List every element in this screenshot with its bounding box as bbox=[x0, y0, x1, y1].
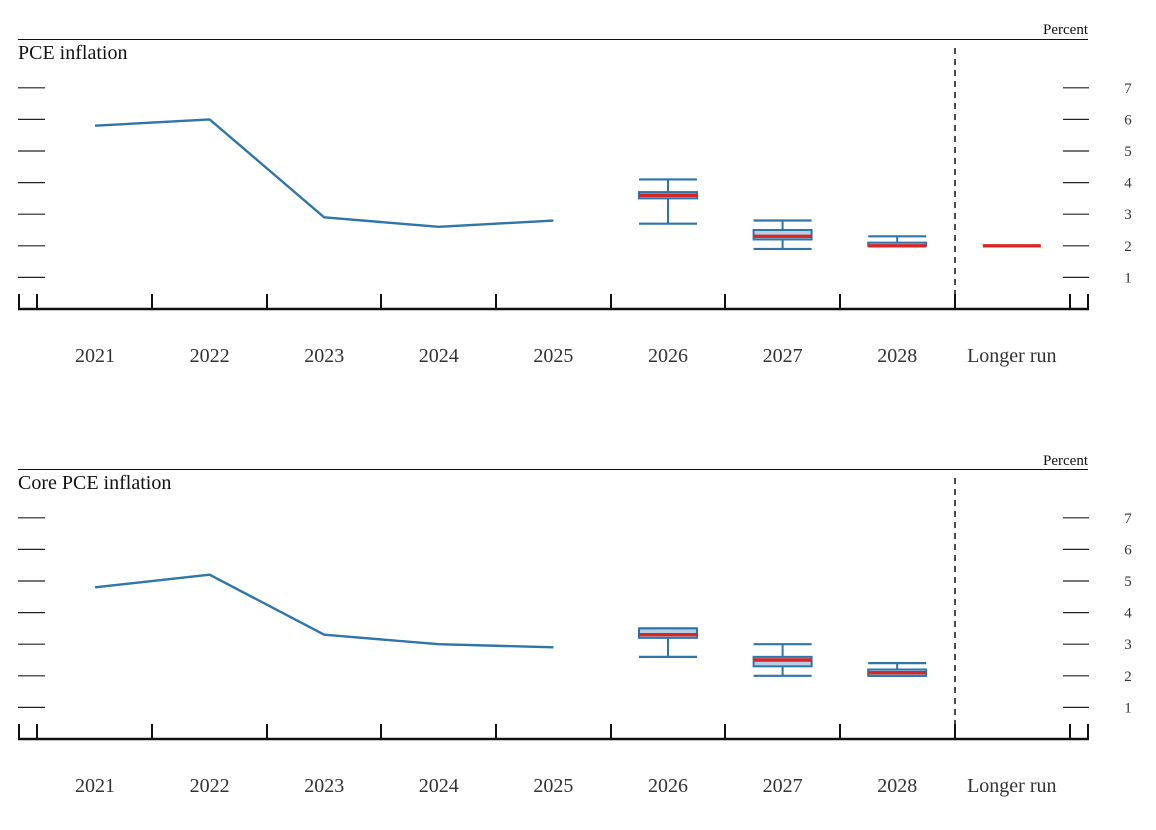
x-category-label: 2023 bbox=[304, 775, 344, 797]
x-category-label: 2021 bbox=[75, 345, 115, 367]
core-pce-inflation-chart: 1 2 3 4 5 6 7 2021 2022 2023 2024 2025 2026 2027 2028 L… bbox=[18, 469, 1132, 797]
y-tick-label: 3 bbox=[1124, 637, 1132, 653]
core-pce-chart-title: Core PCE inflation bbox=[18, 472, 172, 494]
y-tick-label: 6 bbox=[1124, 542, 1132, 558]
x-category-label: 2024 bbox=[419, 345, 459, 367]
x-category-label: 2027 bbox=[763, 345, 803, 367]
y-tick-label: 6 bbox=[1124, 112, 1132, 128]
history-line bbox=[94, 573, 554, 649]
y-tick-label: 5 bbox=[1124, 574, 1132, 590]
x-category-label: 2022 bbox=[190, 345, 230, 367]
x-category-label: Longer run bbox=[967, 775, 1056, 797]
pce-units-label: Percent bbox=[1043, 22, 1088, 38]
pce-inflation-panel: PCE inflation Percent 1 2 3 4 5 6 7 2021 2022 202… bbox=[0, 0, 1156, 400]
history-line bbox=[94, 118, 554, 229]
y-tick-label: 4 bbox=[1124, 176, 1132, 192]
y-tick-label: 7 bbox=[1124, 81, 1132, 97]
x-category-label: Longer run bbox=[967, 345, 1056, 367]
y-tick-label: 3 bbox=[1124, 207, 1132, 223]
x-category-label: 2021 bbox=[75, 775, 115, 797]
pce-inflation-chart: 1 2 3 4 5 6 7 2021 2022 2023 2024 2025 2026 2027 2028 L… bbox=[18, 39, 1132, 367]
x-category-label: 2025 bbox=[533, 775, 573, 797]
y-tick-label: 2 bbox=[1124, 239, 1132, 255]
x-category-label: 2027 bbox=[763, 775, 803, 797]
y-tick-label: 5 bbox=[1124, 144, 1132, 160]
x-category-label: 2024 bbox=[419, 775, 459, 797]
x-category-label: 2022 bbox=[190, 775, 230, 797]
x-category-label: 2028 bbox=[877, 775, 917, 797]
y-tick-label: 7 bbox=[1124, 511, 1132, 527]
x-category-label: 2026 bbox=[648, 345, 688, 367]
x-category-label: 2026 bbox=[648, 775, 688, 797]
x-category-label: 2025 bbox=[533, 345, 573, 367]
core-pce-inflation-panel: Core PCE inflation Percent 1 2 3 4 5 6 7 2021 20… bbox=[0, 430, 1156, 830]
x-category-label: 2028 bbox=[877, 345, 917, 367]
y-tick-label: 1 bbox=[1124, 270, 1132, 286]
pce-chart-title: PCE inflation bbox=[18, 42, 128, 64]
x-category-label: 2023 bbox=[304, 345, 344, 367]
core-pce-units-label: Percent bbox=[1043, 453, 1088, 469]
y-tick-label: 1 bbox=[1124, 700, 1132, 716]
y-tick-label: 2 bbox=[1124, 669, 1132, 685]
y-tick-label: 4 bbox=[1124, 606, 1132, 622]
